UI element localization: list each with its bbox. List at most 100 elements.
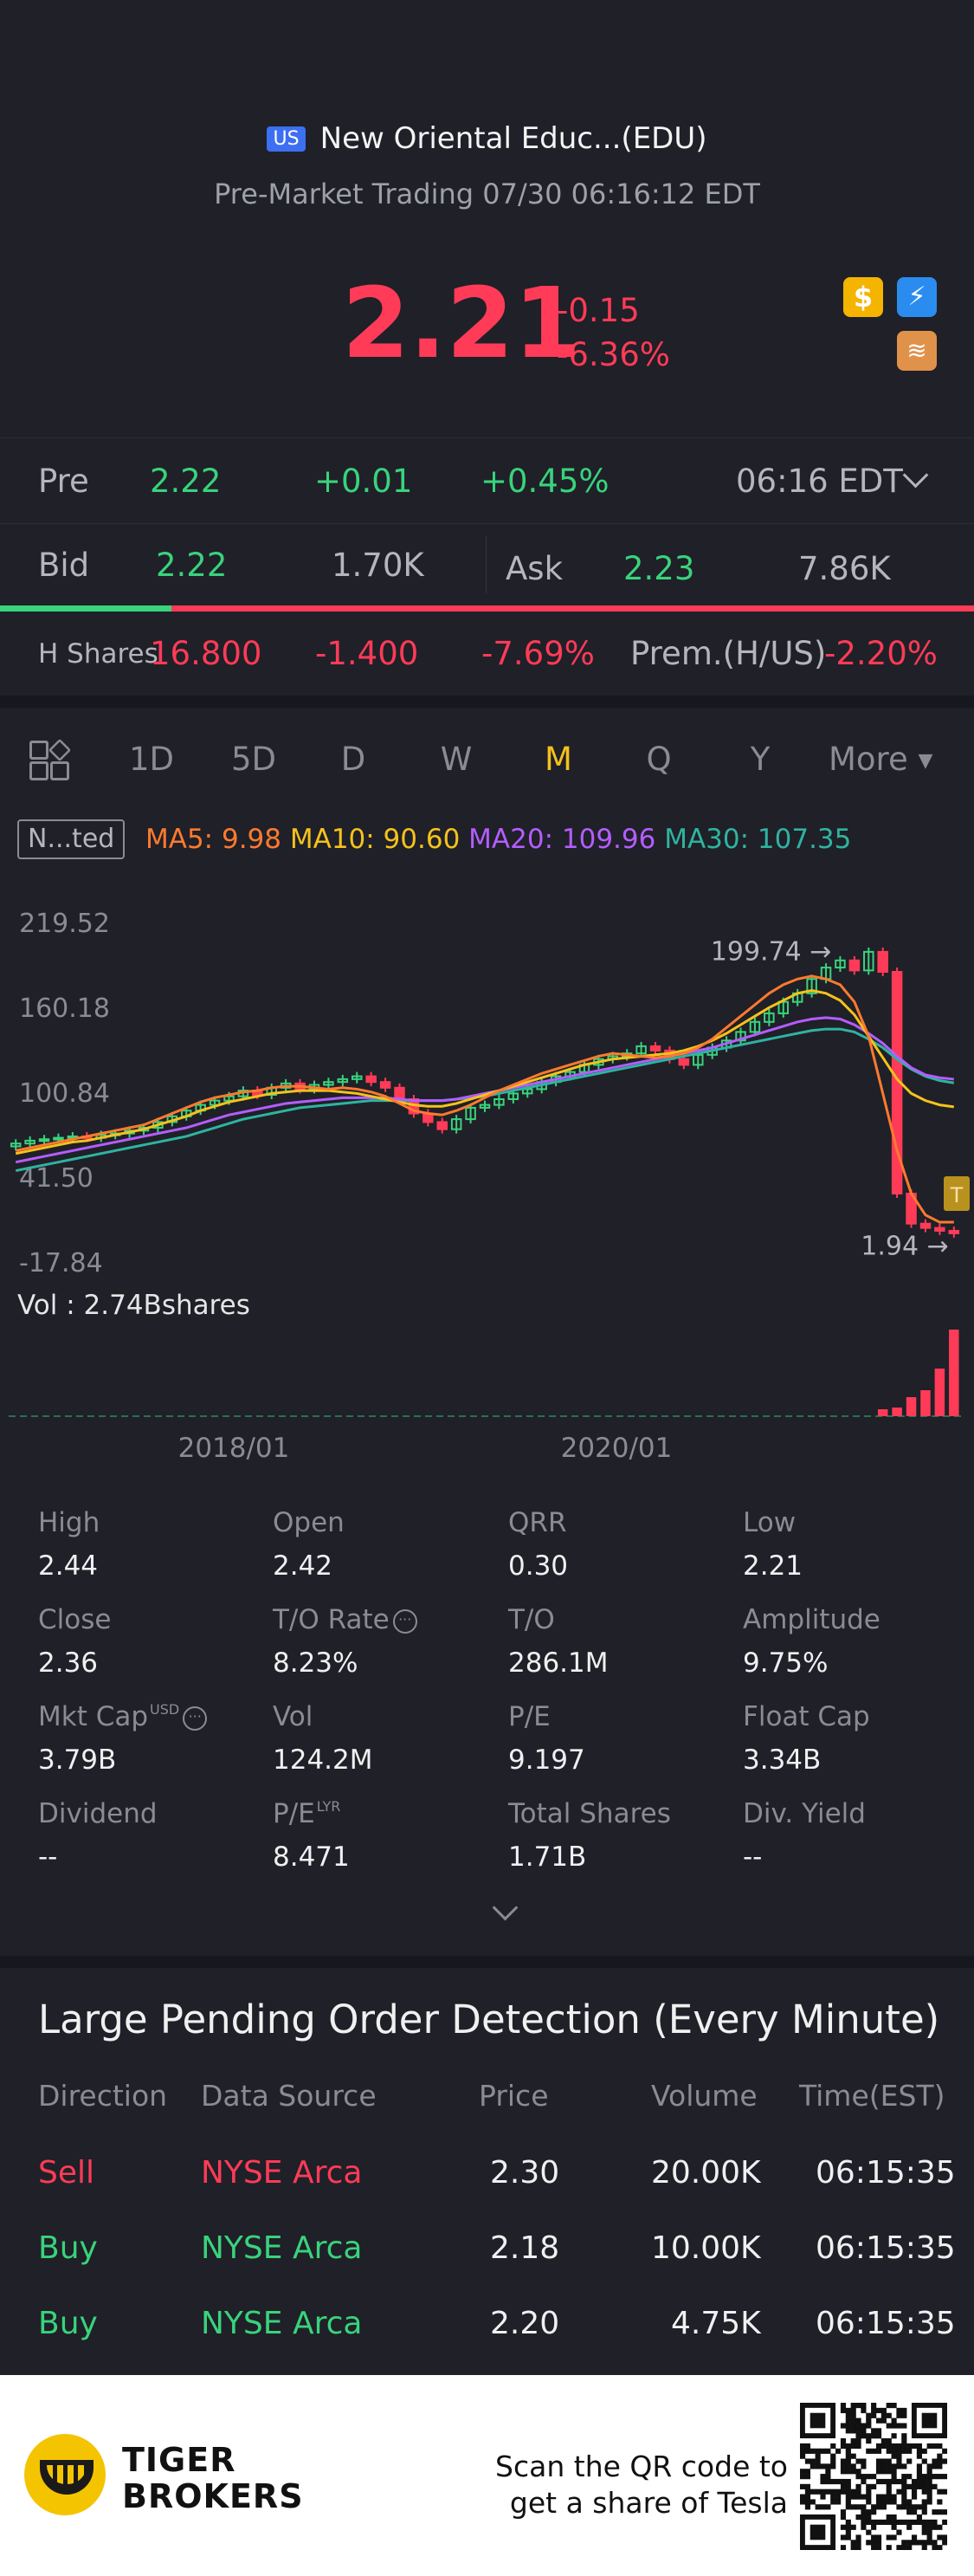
col-volume: Volume [651,2079,758,2113]
qr-module [921,2545,927,2550]
candle-body [436,1121,448,1130]
qr-module [855,2504,861,2510]
qr-module [845,2412,851,2418]
qr-module [840,2509,847,2515]
qr-code[interactable] [800,2403,947,2550]
row-time: 06:15:35 [816,2306,956,2341]
layers-icon[interactable]: ≋ [897,331,937,371]
qr-module [901,2443,907,2450]
qr-module [916,2474,922,2480]
qr-module [830,2478,836,2485]
qr-module [901,2423,907,2429]
lightning-icon[interactable]: ⚡ [897,277,937,317]
tab-m[interactable]: M [545,741,572,778]
pre-label: Pre [38,463,89,500]
candle-body [493,1097,505,1106]
qr-module [861,2478,867,2485]
info-icon[interactable]: ··· [392,1608,417,1634]
qr-module [810,2499,816,2505]
candle-body [323,1081,334,1086]
qr-module [926,2499,932,2505]
dollar-icon[interactable]: $ [843,277,883,317]
qr-module [835,2499,842,2505]
qr-module [804,2504,811,2510]
col-source: Data Source [201,2079,377,2113]
qr-module [845,2423,851,2429]
grid-layout-icon[interactable] [29,738,72,780]
qr-module [926,2519,932,2525]
qr-module [800,2443,806,2450]
y-tick-label: -17.84 [19,1248,103,1278]
qr-module [891,2534,897,2540]
info-icon[interactable]: ··· [183,1705,208,1731]
tab-5d[interactable]: 5D [230,741,277,778]
qr-module [855,2514,861,2521]
adjust-mode-button[interactable]: N...ted [17,819,126,859]
qr-module [880,2407,887,2414]
qr-module [926,2540,932,2546]
qr-module [871,2403,877,2409]
stat-value: 124.2M [273,1744,373,1776]
qr-module [896,2448,902,2454]
tab-d[interactable]: D [340,741,366,778]
qr-module [845,2478,851,2485]
qr-module [815,2504,821,2510]
qr-module [850,2524,856,2530]
qr-module [840,2463,847,2469]
qr-module [820,2448,826,2454]
pre-row[interactable]: Pre 2.22 +0.01 +0.45% 06:16 EDT [0,438,974,521]
qr-module [825,2474,831,2480]
qr-module [901,2438,907,2444]
qr-module [845,2534,851,2540]
chevron-down-icon[interactable] [902,462,929,489]
qr-module [845,2494,851,2500]
tab-w[interactable]: W [440,741,473,778]
qr-module [804,2483,811,2489]
qr-module [855,2494,861,2500]
qr-module [932,2483,938,2489]
qr-module [906,2540,913,2546]
qr-module [880,2417,887,2424]
qr-module [901,2489,907,2495]
qr-module [861,2433,867,2439]
qr-module [875,2417,882,2424]
h-shares-price: 16.800 [150,635,262,672]
qr-module [942,2474,947,2480]
qr-module [866,2540,872,2546]
qr-module [835,2478,842,2485]
h-shares-row[interactable]: H Shares 16.800 -1.400 -7.69% Prem.(H/US… [0,612,974,696]
qr-module [896,2453,902,2459]
qr-module [921,2524,927,2530]
qr-module [810,2448,816,2454]
ma5-line [15,974,954,1224]
stat-label: High [38,1507,100,1538]
tab-q[interactable]: Q [646,741,672,778]
qr-module [845,2453,851,2459]
qr-module [896,2519,902,2525]
qr-module [861,2519,867,2525]
qr-module [800,2499,806,2505]
qr-module [891,2519,897,2525]
tab-1d[interactable]: 1D [128,741,175,778]
qr-module [820,2489,826,2495]
qr-module [815,2458,821,2464]
ma-legend: MA5: 9.98 MA10: 90.60 MA20: 109.96 MA30:… [145,824,851,855]
qr-module [820,2474,826,2480]
tab-more[interactable]: More ▼ [829,741,932,778]
qr-module [926,2483,932,2489]
tab-y[interactable]: Y [750,741,771,778]
qr-module [911,2509,918,2515]
caret-down-icon: ▼ [918,750,933,772]
stock-title[interactable]: New Oriental Educ...(EDU) [319,121,707,156]
volume-bar [920,1390,931,1416]
ma30-label: MA30: 107.35 [664,824,852,855]
qr-module [871,2433,877,2439]
expand-chevron-icon[interactable] [492,1894,519,1921]
qr-module [845,2483,851,2489]
qr-module [901,2499,907,2505]
divider [0,437,974,438]
qr-module [840,2524,847,2530]
stat-label: P/E LYR [273,1798,341,1829]
qr-module [871,2540,877,2546]
